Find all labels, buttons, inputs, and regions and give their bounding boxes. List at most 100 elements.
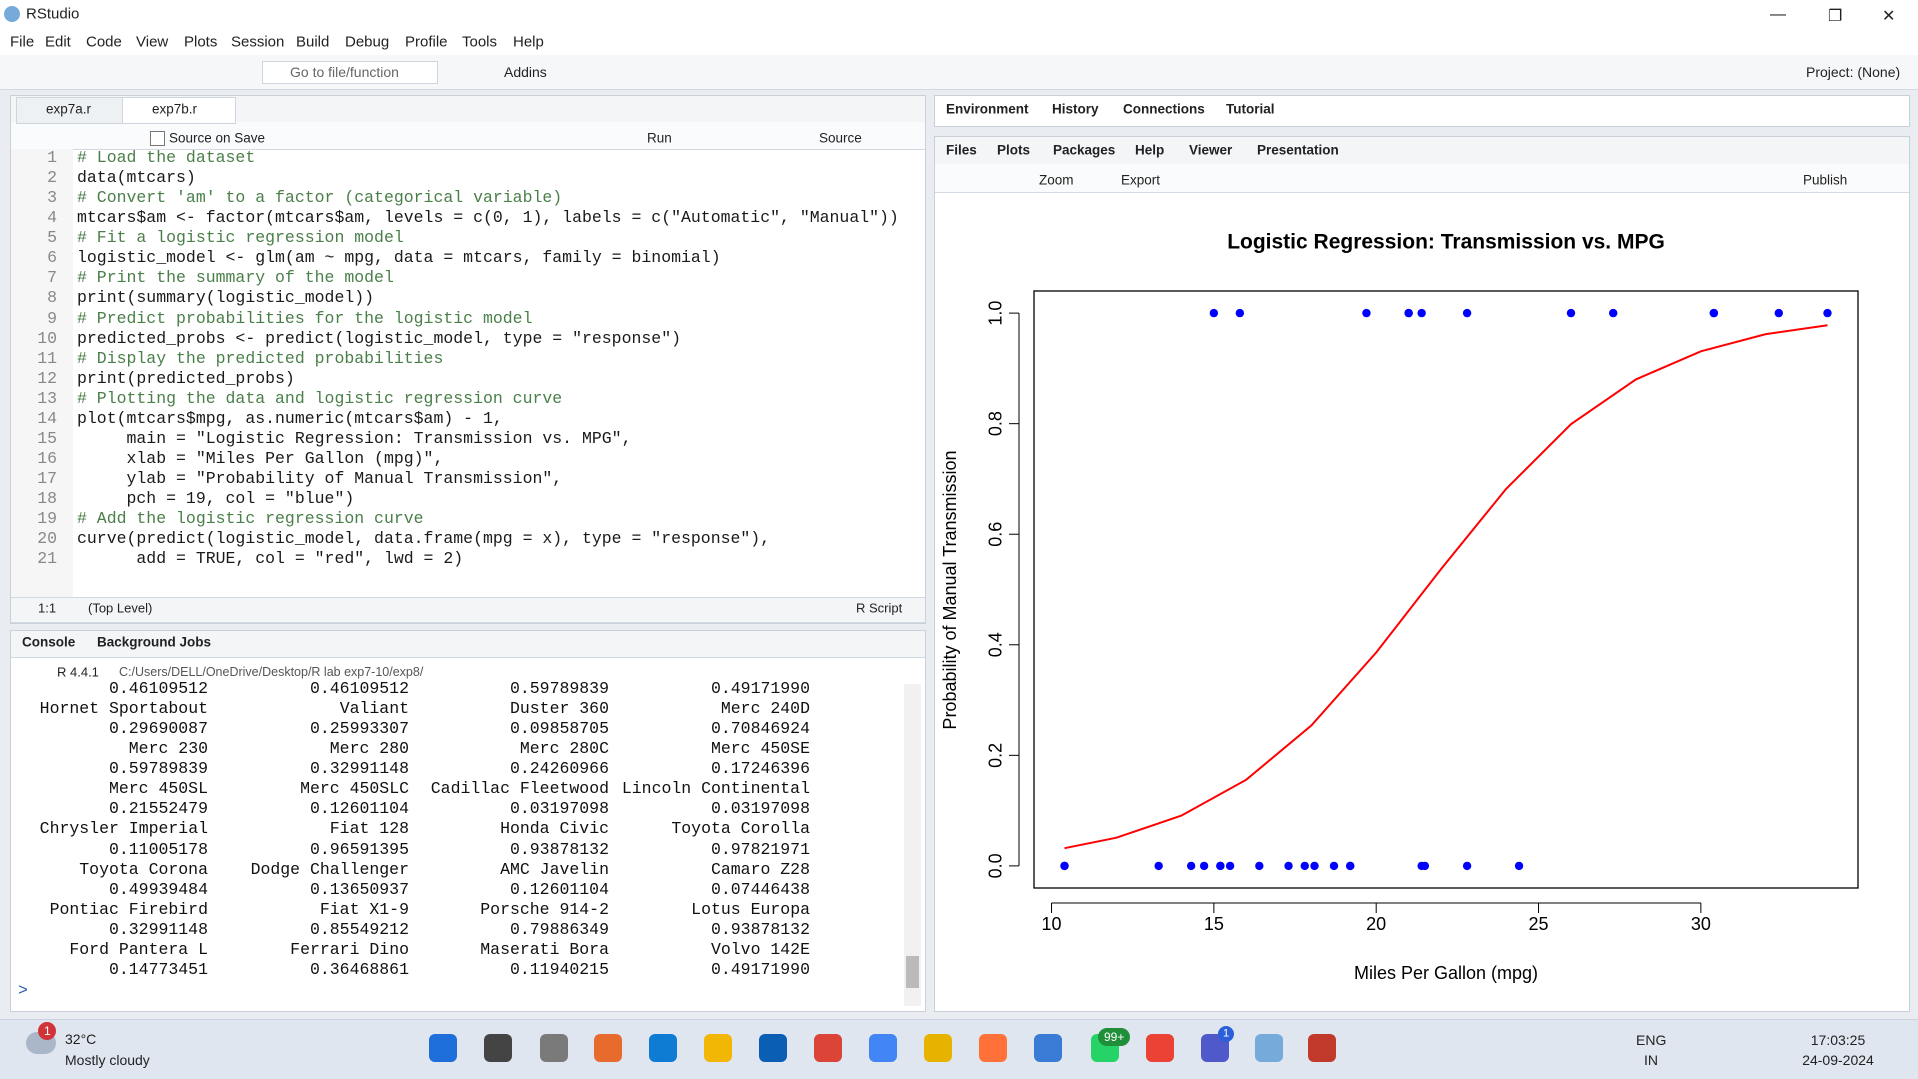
line-number: 10 <box>37 328 57 348</box>
taskbar <box>0 1019 1918 1079</box>
menu-item[interactable]: Edit <box>45 33 71 51</box>
console-output: Valiant <box>339 698 409 718</box>
scrollbar[interactable] <box>904 684 921 1006</box>
x-tick-label: 10 <box>1042 914 1062 934</box>
logistic-curve <box>1064 324 1828 850</box>
menu-item[interactable]: Session <box>231 33 285 51</box>
console-output: Merc 240D <box>720 698 810 718</box>
menu-item[interactable]: Plots <box>184 33 218 51</box>
environment-tab[interactable]: History <box>1052 101 1099 117</box>
code-line: # Display the predicted probabilities <box>77 348 444 368</box>
taskbar-icon[interactable] <box>704 1034 732 1062</box>
taskbar-icon[interactable] <box>759 1034 787 1062</box>
console-tab[interactable]: Background Jobs <box>97 634 212 650</box>
data-point <box>1774 308 1783 318</box>
taskbar-icon[interactable] <box>1034 1034 1062 1062</box>
data-point <box>1417 308 1426 318</box>
window-controls[interactable]: — ❐ ✕ <box>1770 6 1896 25</box>
console-output: 0.46109512 <box>108 678 208 698</box>
app-icon <box>4 6 20 22</box>
environment-tab[interactable]: Tutorial <box>1226 101 1275 117</box>
menu-item[interactable]: Profile <box>405 33 448 51</box>
scroll-thumb[interactable] <box>906 956 919 988</box>
data-point <box>1462 861 1472 871</box>
data-point <box>1199 861 1209 871</box>
console-output: 0.03197098 <box>509 799 609 819</box>
console-output: Hornet Sportabout <box>39 698 208 718</box>
menu-item[interactable]: Build <box>296 33 330 51</box>
y-tick-label: 0.2 <box>986 743 1006 768</box>
line-number: 15 <box>37 428 57 448</box>
console-tabbar <box>11 631 925 658</box>
line-number: 9 <box>47 308 57 328</box>
environment-tab[interactable]: Connections <box>1123 101 1205 117</box>
addins-menu[interactable]: Addins <box>504 64 547 80</box>
environment-tab[interactable]: Environment <box>946 101 1029 117</box>
files-tab[interactable]: Presentation <box>1257 142 1339 158</box>
clock-time: 17:03:25 <box>1810 1032 1866 1048</box>
taskbar-icon[interactable] <box>594 1034 622 1062</box>
weather-badge: 1 <box>44 1024 51 1038</box>
taskbar-icon[interactable] <box>1255 1034 1283 1062</box>
title-bar <box>0 0 1918 28</box>
files-tab[interactable]: Plots <box>997 142 1031 158</box>
export-button[interactable]: Export <box>1121 172 1161 188</box>
goto-file[interactable]: Go to file/function <box>290 64 399 80</box>
files-tab[interactable]: Help <box>1135 142 1165 158</box>
console-output: Pontiac Firebird <box>49 899 208 919</box>
line-number: 20 <box>37 529 57 549</box>
taskbar-icon[interactable] <box>979 1034 1007 1062</box>
editor-tab[interactable]: exp7a.r <box>46 101 92 117</box>
files-tab[interactable]: Files <box>946 142 977 158</box>
editor-tab[interactable]: exp7b.r <box>152 101 198 117</box>
menu-item[interactable]: Debug <box>345 33 390 51</box>
menu-item[interactable]: Help <box>513 33 544 51</box>
taskbar-icon[interactable] <box>649 1034 677 1062</box>
taskbar-icon[interactable] <box>429 1034 457 1062</box>
project-menu[interactable]: Project: (None) <box>1806 64 1901 80</box>
line-number: 2 <box>47 167 57 187</box>
cursor-position: 1:1 <box>38 600 57 616</box>
publish-button[interactable]: Publish <box>1803 172 1848 188</box>
file-type[interactable]: R Script <box>856 600 903 616</box>
code-line: # Fit a logistic regression model <box>77 228 404 248</box>
run-button[interactable]: Run <box>647 130 672 146</box>
console-output: Camaro Z28 <box>710 859 810 879</box>
plot: Logistic Regression: Transmission vs. MP… <box>940 231 1859 983</box>
console-output: 0.79886349 <box>509 919 609 939</box>
goto-box[interactable] <box>262 61 438 84</box>
menu-item[interactable]: View <box>136 33 169 51</box>
taskbar-icon[interactable] <box>924 1034 952 1062</box>
tab-bg <box>16 97 130 124</box>
source-on-save[interactable]: Source on Save <box>169 130 266 146</box>
zoom-button[interactable]: Zoom <box>1039 172 1074 188</box>
taskbar-icon[interactable] <box>1146 1034 1174 1062</box>
line-number: 7 <box>47 268 57 288</box>
scope-indicator[interactable]: (Top Level) <box>88 600 153 616</box>
taskbar-icon[interactable] <box>540 1034 568 1062</box>
r-version: R 4.4.1 <box>57 664 99 680</box>
taskbar-icon[interactable] <box>869 1034 897 1062</box>
line-number: 12 <box>37 368 57 388</box>
console-output: 0.14773451 <box>108 959 208 979</box>
x-tick-label: 30 <box>1691 914 1711 934</box>
menu-item[interactable]: Tools <box>462 33 498 51</box>
files-tab[interactable]: Viewer <box>1189 142 1233 158</box>
taskbar-icon[interactable] <box>484 1034 512 1062</box>
console-prompt[interactable]: > <box>18 980 28 1000</box>
menu-item[interactable]: File <box>10 33 35 51</box>
x-tick-label: 20 <box>1366 914 1386 934</box>
console-tab[interactable]: Console <box>22 634 76 650</box>
code-line: # Plotting the data and logistic regress… <box>77 388 563 408</box>
y-axis-label: Probability of Manual Transmission <box>940 450 960 729</box>
taskbar-icon[interactable] <box>814 1034 842 1062</box>
checkbox[interactable] <box>150 131 165 146</box>
taskbar-icon[interactable] <box>1308 1034 1336 1062</box>
files-tab[interactable]: Packages <box>1053 142 1116 158</box>
source-button[interactable]: Source <box>819 130 862 146</box>
console-output: 0.09858705 <box>509 718 609 738</box>
console-output: 0.49939484 <box>108 879 208 899</box>
menu-item[interactable]: Code <box>86 33 122 51</box>
line-number: 1 <box>47 147 57 167</box>
console-output: 0.97821971 <box>710 839 810 859</box>
